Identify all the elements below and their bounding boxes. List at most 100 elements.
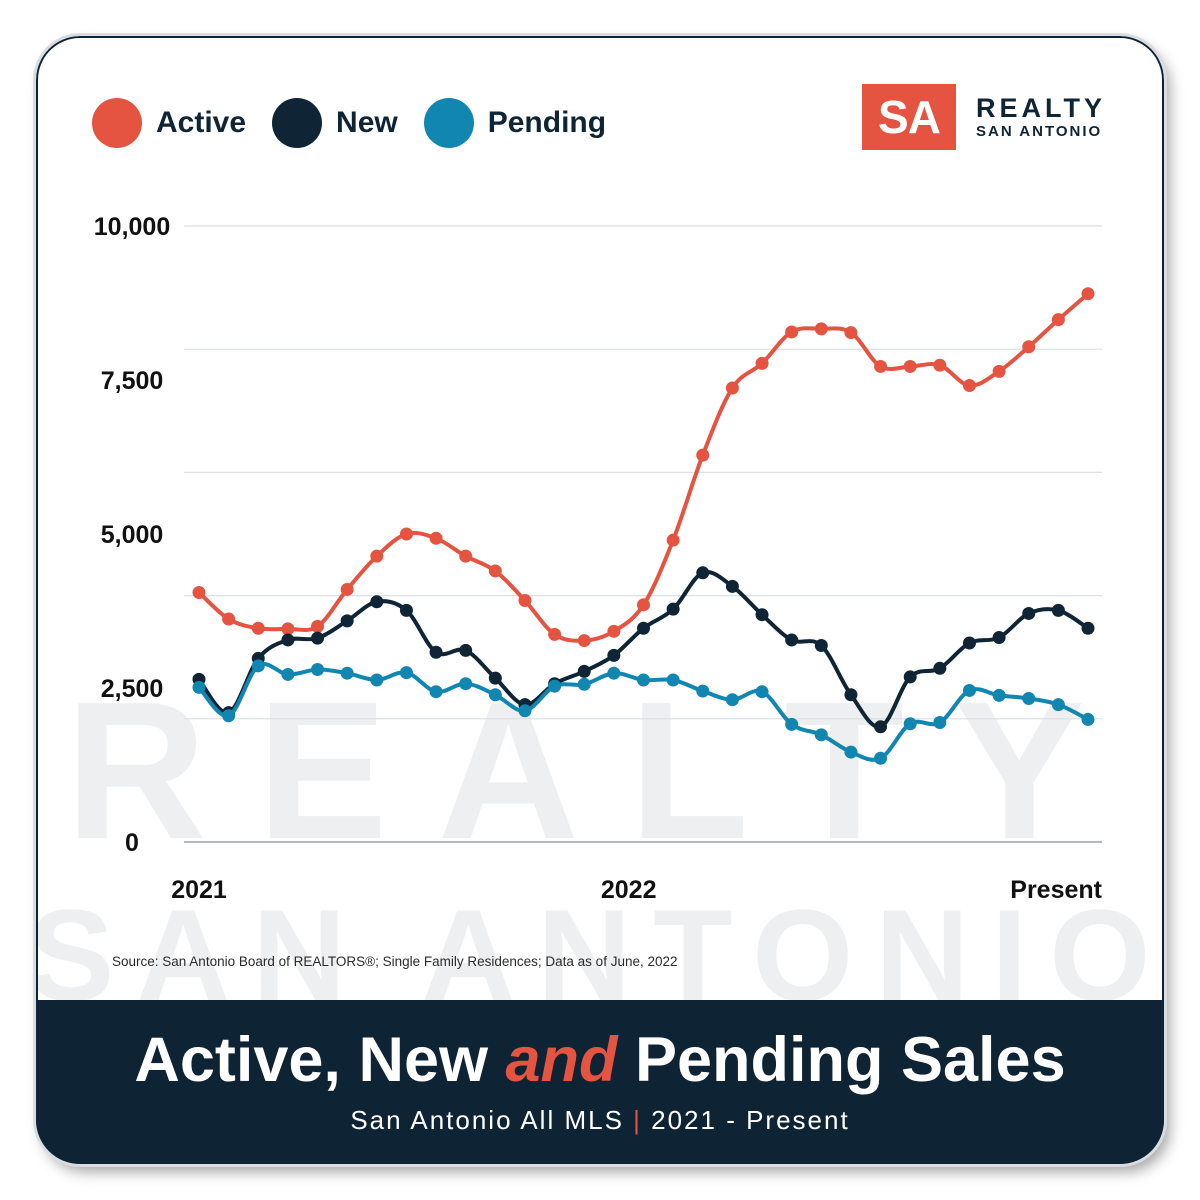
data-point	[637, 622, 650, 635]
y-tick-label: 7,500	[101, 367, 164, 395]
data-point	[370, 673, 383, 686]
title-part-1: Active, New	[134, 1025, 505, 1095]
y-tick-label: 2,500	[101, 675, 164, 703]
data-point	[400, 604, 413, 617]
subtitle-separator: |	[633, 1105, 642, 1135]
data-point	[904, 360, 917, 373]
data-point	[518, 704, 531, 717]
data-point	[904, 717, 917, 730]
data-point	[963, 637, 976, 650]
data-point	[311, 632, 324, 645]
chart-subtitle: San Antonio All MLS | 2021 - Present	[36, 1105, 1164, 1136]
data-point	[311, 620, 324, 633]
title-accent: and	[505, 1025, 617, 1095]
data-point	[1082, 622, 1095, 635]
data-point	[933, 359, 946, 372]
chart-title: Active, New and Pending Sales	[36, 1026, 1164, 1095]
data-point	[400, 666, 413, 679]
y-tick-label: 10,000	[94, 213, 170, 241]
data-point	[874, 752, 887, 765]
data-point	[756, 608, 769, 621]
legend-dot-icon	[272, 98, 322, 148]
data-point	[874, 360, 887, 373]
source-note: Source: San Antonio Board of REALTORS®; …	[112, 954, 678, 969]
data-point	[726, 693, 739, 706]
data-point	[667, 603, 680, 616]
legend-item-active: Active	[92, 98, 246, 148]
logo-badge: SA	[862, 84, 956, 150]
data-point	[1082, 713, 1095, 726]
series-line	[199, 294, 1088, 641]
line-chart: REALTY SAN ANTONIO 0 2,500 5,000 7,500 10,00…	[36, 36, 1164, 1000]
data-point	[548, 680, 561, 693]
data-point	[430, 646, 443, 659]
data-point	[667, 534, 680, 547]
data-point	[815, 639, 828, 652]
data-point	[993, 365, 1006, 378]
footer-banner: Active, New and Pending Sales San Antoni…	[36, 1000, 1164, 1164]
data-point	[193, 586, 206, 599]
data-point	[459, 677, 472, 690]
data-point	[578, 665, 591, 678]
data-point	[281, 633, 294, 646]
data-point	[785, 718, 798, 731]
data-point	[459, 644, 472, 657]
data-point	[370, 550, 383, 563]
data-point	[341, 614, 354, 627]
subtitle-part-2: 2021 - Present	[642, 1105, 850, 1135]
data-point	[222, 709, 235, 722]
data-point	[667, 673, 680, 686]
data-point	[518, 594, 531, 607]
data-point	[400, 528, 413, 541]
legend-label: New	[336, 106, 398, 140]
logo-wordmark: REALTY SAN ANTONIO	[976, 95, 1106, 139]
data-point	[459, 550, 472, 563]
data-point	[489, 688, 502, 701]
watermark: REALTY SAN ANTONIO	[36, 661, 1164, 1000]
data-point	[933, 716, 946, 729]
data-point	[578, 678, 591, 691]
data-point	[844, 688, 857, 701]
data-point	[696, 449, 709, 462]
data-point	[696, 566, 709, 579]
data-point	[726, 580, 739, 593]
y-tick-label: 5,000	[101, 521, 164, 549]
data-point	[607, 625, 620, 638]
data-point	[193, 681, 206, 694]
data-point	[637, 673, 650, 686]
data-point	[430, 685, 443, 698]
data-point	[252, 622, 265, 635]
data-point	[963, 379, 976, 392]
logo-line1: REALTY	[976, 95, 1106, 122]
legend-label: Pending	[488, 106, 606, 140]
legend: Active New Pending	[92, 98, 632, 148]
data-point	[341, 667, 354, 680]
data-point	[874, 720, 887, 733]
y-tick-label: 0	[125, 829, 139, 857]
x-tick-label: 2021	[171, 876, 227, 904]
subtitle-part-1: San Antonio All MLS	[350, 1105, 633, 1135]
data-point	[844, 326, 857, 339]
data-point	[726, 382, 739, 395]
data-point	[815, 728, 828, 741]
data-point	[904, 670, 917, 683]
logo-line2: SAN ANTONIO	[976, 124, 1106, 139]
data-point	[1022, 692, 1035, 705]
series-active	[193, 287, 1095, 647]
data-point	[548, 628, 561, 641]
data-point	[933, 662, 946, 675]
data-point	[785, 633, 798, 646]
data-point	[489, 672, 502, 685]
legend-item-pending: Pending	[424, 98, 606, 148]
data-point	[756, 685, 769, 698]
data-point	[993, 689, 1006, 702]
data-point	[963, 684, 976, 697]
data-point	[1052, 313, 1065, 326]
brand-logo: SA REALTY SAN ANTONIO	[862, 84, 1106, 150]
data-point	[578, 634, 591, 647]
data-point	[222, 613, 235, 626]
data-point	[785, 325, 798, 338]
data-point	[489, 564, 502, 577]
data-point	[1022, 607, 1035, 620]
title-part-2: Pending Sales	[618, 1025, 1066, 1095]
